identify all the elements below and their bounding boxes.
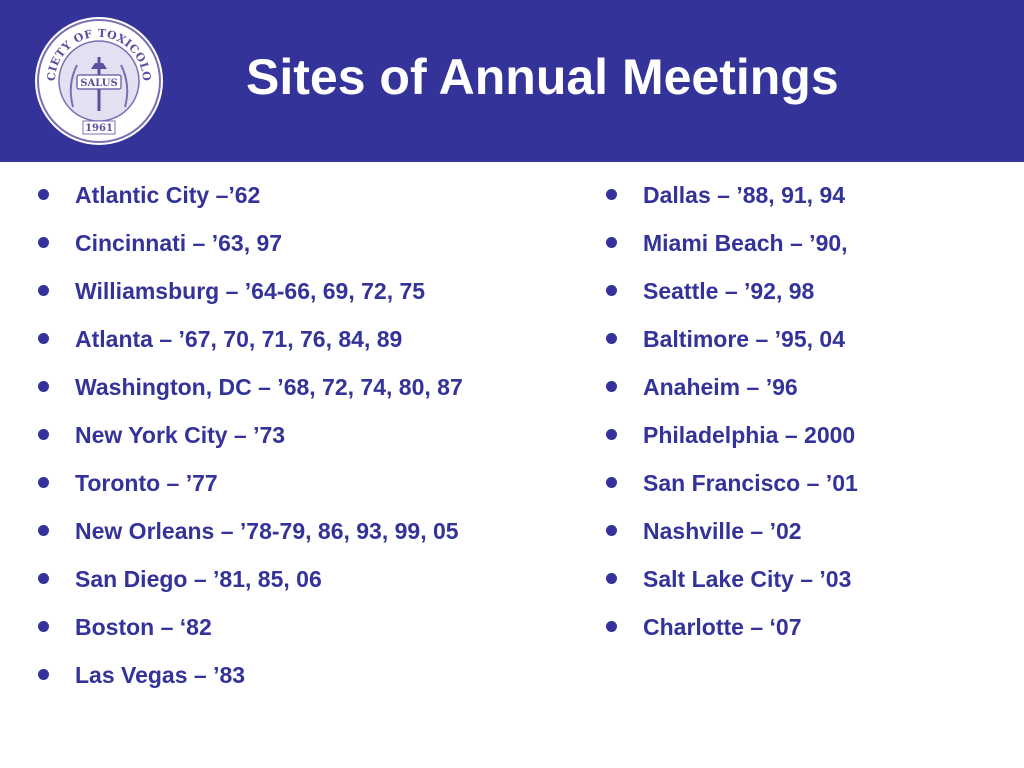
bullet-icon xyxy=(606,573,617,584)
list-item: Dallas – ’88, 91, 94 xyxy=(604,176,1004,224)
list-item-label: Seattle – ’92, 98 xyxy=(643,278,815,304)
seal-banner-text: SALUS xyxy=(80,78,117,89)
seal-year: 1961 xyxy=(85,123,113,134)
header-banner: SOCIETY OF TOXICOLOGY SALUS 1961 Sites o… xyxy=(0,0,1024,162)
list-item: Williamsburg – ’64-66, 69, 72, 75 xyxy=(36,272,576,320)
bullet-icon xyxy=(606,285,617,296)
list-item-label: Baltimore – ’95, 04 xyxy=(643,326,845,352)
list-item-label: Las Vegas – ’83 xyxy=(75,662,246,688)
list-item: Baltimore – ’95, 04 xyxy=(604,320,1004,368)
list-item-label: Toronto – ’77 xyxy=(75,470,218,496)
list-item: San Diego – ’81, 85, 06 xyxy=(36,560,576,608)
list-item: Miami Beach – ’90, xyxy=(604,224,1004,272)
list-item-label: Cincinnati – ’63, 97 xyxy=(75,230,283,256)
bullet-icon xyxy=(606,189,617,200)
list-item-label: San Francisco – ’01 xyxy=(643,470,858,496)
list-item-label: New Orleans – ’78-79, 86, 93, 99, 05 xyxy=(75,518,459,544)
list-item-label: Philadelphia – 2000 xyxy=(643,422,856,448)
list-item: Anaheim – ’96 xyxy=(604,368,1004,416)
list-item: Las Vegas – ’83 xyxy=(36,656,576,704)
list-item: Charlotte – ‘07 xyxy=(604,608,1004,656)
bullet-icon xyxy=(38,237,49,248)
list-item-label: Williamsburg – ’64-66, 69, 72, 75 xyxy=(75,278,426,304)
bullet-icon xyxy=(38,525,49,536)
list-item-label: Atlanta – ’67, 70, 71, 76, 84, 89 xyxy=(75,326,403,352)
bullet-icon xyxy=(38,669,49,680)
list-item-label: Dallas – ’88, 91, 94 xyxy=(643,182,846,208)
bullet-icon xyxy=(38,429,49,440)
bullet-icon xyxy=(606,525,617,536)
list-item-label: New York City – ’73 xyxy=(75,422,286,448)
list-item: Atlanta – ’67, 70, 71, 76, 84, 89 xyxy=(36,320,576,368)
list-item: Atlantic City –’62 xyxy=(36,176,576,224)
list-item: Philadelphia – 2000 xyxy=(604,416,1004,464)
list-item: New York City – ’73 xyxy=(36,416,576,464)
bullet-icon xyxy=(38,285,49,296)
list-item-label: Washington, DC – ’68, 72, 74, 80, 87 xyxy=(75,374,463,400)
bullet-icon xyxy=(38,189,49,200)
bullet-icon xyxy=(38,381,49,392)
bullet-icon xyxy=(606,429,617,440)
list-item: Seattle – ’92, 98 xyxy=(604,272,1004,320)
list-item: Toronto – ’77 xyxy=(36,464,576,512)
bullet-icon xyxy=(38,477,49,488)
list-item: New Orleans – ’78-79, 86, 93, 99, 05 xyxy=(36,512,576,560)
bullet-icon xyxy=(606,621,617,632)
bullet-icon xyxy=(38,621,49,632)
list-item-label: Atlantic City –’62 xyxy=(75,182,261,208)
bullet-icon xyxy=(606,237,617,248)
list-item: San Francisco – ’01 xyxy=(604,464,1004,512)
list-item-label: San Diego – ’81, 85, 06 xyxy=(75,566,322,592)
list-item: Cincinnati – ’63, 97 xyxy=(36,224,576,272)
list-item: Boston – ‘82 xyxy=(36,608,576,656)
bullet-icon xyxy=(606,477,617,488)
list-item-label: Nashville – ’02 xyxy=(643,518,802,544)
society-of-toxicology-seal-icon: SOCIETY OF TOXICOLOGY SALUS 1961 xyxy=(33,15,163,145)
left-meeting-list: Atlantic City –’62 Cincinnati – ’63, 97 … xyxy=(36,176,576,704)
bullet-icon xyxy=(606,381,617,392)
right-meeting-list: Dallas – ’88, 91, 94 Miami Beach – ’90, … xyxy=(604,176,1004,656)
page-title: Sites of Annual Meetings xyxy=(246,49,839,105)
bullet-icon xyxy=(606,333,617,344)
list-item-label: Boston – ‘82 xyxy=(75,614,212,640)
list-item-label: Anaheim – ’96 xyxy=(643,374,798,400)
list-item: Nashville – ’02 xyxy=(604,512,1004,560)
list-item-label: Salt Lake City – ’03 xyxy=(643,566,852,592)
bullet-icon xyxy=(38,573,49,584)
list-item-label: Charlotte – ‘07 xyxy=(643,614,802,640)
bullet-icon xyxy=(38,333,49,344)
list-item: Washington, DC – ’68, 72, 74, 80, 87 xyxy=(36,368,576,416)
list-item: Salt Lake City – ’03 xyxy=(604,560,1004,608)
list-item-label: Miami Beach – ’90, xyxy=(643,230,848,256)
